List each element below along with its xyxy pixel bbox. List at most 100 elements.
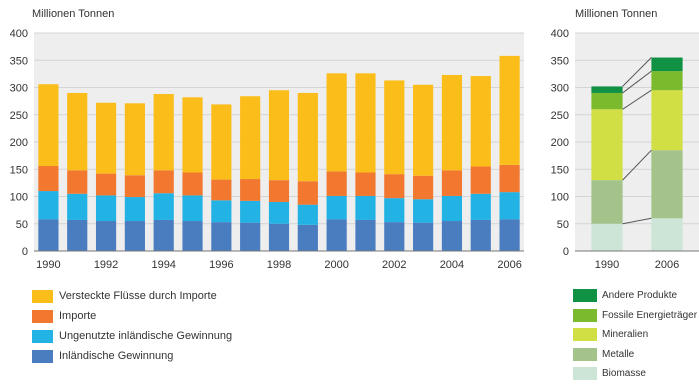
legend-item: Metalle [573,345,697,365]
legend-main: Versteckte Flüsse durch Importe Importe Un… [32,286,232,366]
bar-segment [211,200,232,223]
legend-swatch [573,347,597,361]
bar-segment [499,192,520,220]
bar-segment [441,74,463,171]
bar-segment [153,219,174,251]
y-axis-label: Millionen Tonnen [575,8,657,20]
legend-label: Inländische Gewinnung [59,350,174,362]
bar-segment [297,92,318,182]
bar-segment [38,84,59,166]
legend-label: Mineralien [602,329,649,341]
x-tick-label: 1998 [267,259,291,271]
bar-segment [268,90,290,181]
bar-segment [297,224,318,251]
legend-item: Versteckte Flüsse durch Importe [32,286,232,306]
bar-segment [182,195,203,222]
bar-segment [153,94,174,171]
bar-segment [124,197,145,222]
x-tick-label: 2006 [655,259,679,271]
x-tick-label: 1994 [151,259,175,271]
bar-segment [240,200,261,223]
legend-item: Importe [32,306,232,326]
product-group-stacked-bar-chart: Millionen Tonnen 0 50 100 150 200 250 300 350 40… [551,8,699,271]
y-tick-label: 400 [10,28,28,40]
legend-swatch [573,308,597,322]
bar-segment [470,76,491,167]
bar-segment [470,193,491,220]
bar-segment [182,97,203,173]
bar-segment [67,170,88,194]
bar-segment [182,221,203,251]
bar-segment [591,86,623,93]
y-tick-label: 250 [10,110,28,122]
y-tick-label: 50 [557,219,569,231]
legend-label: Importe [59,310,97,322]
bar-segment [153,193,174,220]
bar-segment [651,57,683,72]
legend-swatch [32,349,53,363]
connector-line [622,70,652,94]
bar-segment [153,170,174,194]
y-tick-label: 250 [551,110,569,122]
bar-segment [326,195,347,220]
y-tick-label: 200 [551,137,569,149]
y-tick-label: 200 [10,137,28,149]
bar-segment [591,223,623,251]
bar-segment [326,219,347,251]
bar-segment [211,179,232,201]
legend-item: Mineralien [573,325,697,345]
legend-swatch [573,289,597,303]
legend-item: Inländische Gewinnung [32,346,232,366]
connector-line [622,217,652,225]
bar-segment [384,198,405,223]
bar-segment [297,181,318,205]
bar-segment [38,219,59,251]
y-tick-label: 300 [551,83,569,95]
bar-segment [124,221,145,251]
bar-segment [651,150,683,219]
x-tick-label: 2006 [497,259,521,271]
bar-segment [499,55,520,165]
x-tick-label: 1992 [94,259,118,271]
y-tick-label: 400 [551,28,569,40]
bar-segment [124,103,145,176]
y-tick-label: 100 [10,192,28,204]
bar-segment [499,164,520,193]
bar-segment [355,172,376,196]
bar-segment [651,90,683,151]
legend-swatch [32,289,53,303]
legend-swatch [32,329,53,343]
legend-label: Metalle [602,348,635,360]
bar-segment [67,219,88,251]
bar-segment [268,223,290,251]
x-tick-label: 2000 [324,259,348,271]
bar-segment [384,80,405,175]
y-tick-label: 0 [563,246,569,258]
legend-label: Versteckte Flüsse durch Importe [59,290,217,302]
x-tick-label: 1990 [36,259,60,271]
connector-line [622,89,652,110]
bar-segment [95,173,117,196]
bar-segment [240,179,261,201]
bar-segment [211,222,232,251]
bar-segment [355,219,376,251]
legend-label: Fossile Energieträger [602,309,698,321]
bar-segment [591,92,623,110]
bar-segment [413,175,434,200]
x-tick-label: 1990 [595,259,619,271]
legend-swatch [573,328,597,342]
bar-segment [95,221,117,251]
bar-segment [182,172,203,196]
connector-line [622,57,652,87]
x-tick-label: 2004 [440,259,464,271]
main-stacked-bar-chart: Millionen Tonnen 0 50 100 150 200 250 300 350 40… [10,8,524,271]
bar-segment [499,219,520,251]
bar-segment [95,195,117,222]
bar-segment [413,84,434,176]
bar-segment [355,195,376,220]
bar-segment [326,73,347,172]
y-axis-label: Millionen Tonnen [32,8,114,20]
legend-swatch [573,367,597,381]
y-tick-label: 350 [551,55,569,67]
